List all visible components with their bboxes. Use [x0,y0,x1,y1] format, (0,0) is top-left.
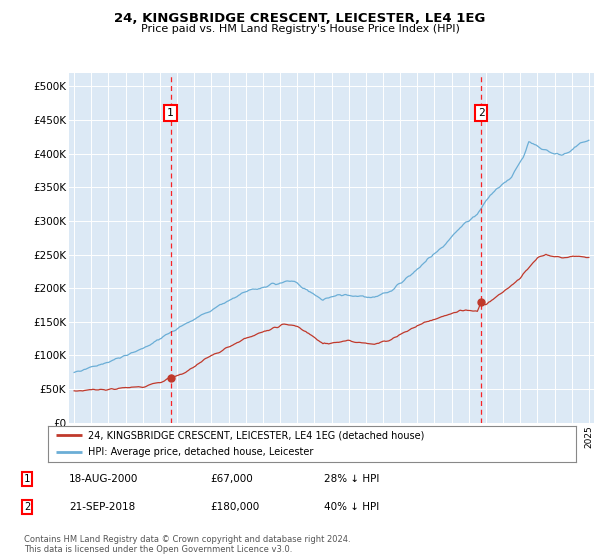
Text: 2: 2 [478,108,484,118]
Text: £180,000: £180,000 [210,502,259,512]
Text: £67,000: £67,000 [210,474,253,484]
Text: 28% ↓ HPI: 28% ↓ HPI [324,474,379,484]
Text: 18-AUG-2000: 18-AUG-2000 [69,474,139,484]
Text: 1: 1 [24,474,30,484]
Text: Contains HM Land Registry data © Crown copyright and database right 2024.
This d: Contains HM Land Registry data © Crown c… [24,535,350,554]
Text: 24, KINGSBRIDGE CRESCENT, LEICESTER, LE4 1EG: 24, KINGSBRIDGE CRESCENT, LEICESTER, LE4… [115,12,485,25]
Text: HPI: Average price, detached house, Leicester: HPI: Average price, detached house, Leic… [88,447,313,457]
Text: 24, KINGSBRIDGE CRESCENT, LEICESTER, LE4 1EG (detached house): 24, KINGSBRIDGE CRESCENT, LEICESTER, LE4… [88,431,424,440]
Text: Price paid vs. HM Land Registry's House Price Index (HPI): Price paid vs. HM Land Registry's House … [140,24,460,34]
Text: 1: 1 [167,108,174,118]
Text: 40% ↓ HPI: 40% ↓ HPI [324,502,379,512]
Text: 21-SEP-2018: 21-SEP-2018 [69,502,135,512]
Text: 2: 2 [24,502,30,512]
